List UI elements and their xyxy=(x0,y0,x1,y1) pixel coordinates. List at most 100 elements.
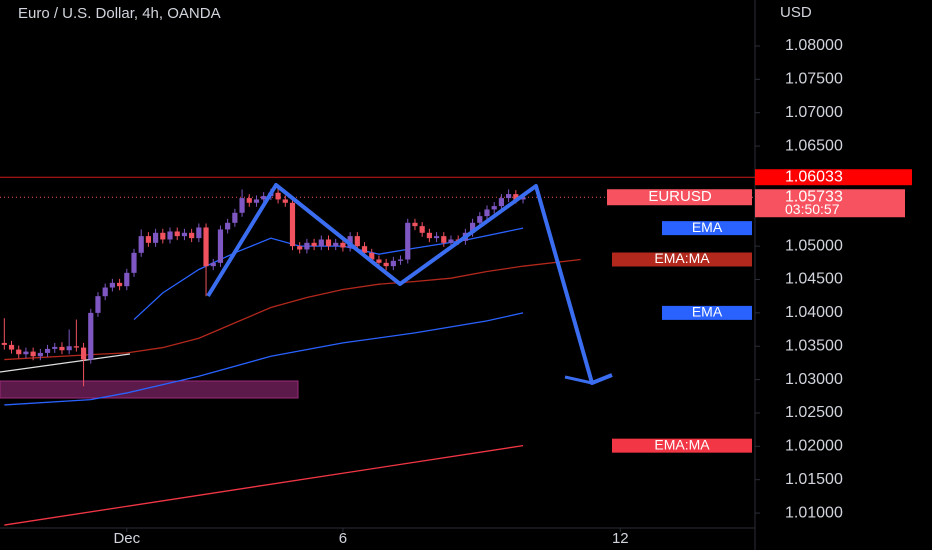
symbol-label-box xyxy=(607,189,752,206)
candle-body xyxy=(59,346,65,351)
level-label-box xyxy=(755,169,912,186)
candle-body xyxy=(160,232,166,240)
y-tick-label: 1.02500 xyxy=(785,404,843,421)
candle-body xyxy=(325,239,332,247)
trend-line xyxy=(0,353,131,373)
candle-body xyxy=(131,252,137,273)
indicator-label-box xyxy=(662,305,752,320)
candle-body xyxy=(16,349,22,355)
candle-body xyxy=(282,199,288,203)
x-tick-label: 12 xyxy=(612,530,629,547)
candle-body xyxy=(37,352,43,357)
candle-body xyxy=(153,232,159,243)
candle-body xyxy=(354,236,360,247)
last-price-label: 1.05733 xyxy=(785,188,843,205)
candle-body xyxy=(405,222,411,260)
candle-body xyxy=(116,282,123,287)
candle-body xyxy=(203,227,209,267)
indicator-line xyxy=(4,445,524,526)
candle-body xyxy=(8,344,15,350)
y-tick-label: 1.03000 xyxy=(785,371,843,388)
y-tick-label: 1.05000 xyxy=(785,237,843,254)
candle-body xyxy=(477,216,483,223)
indicator-label-box xyxy=(612,438,752,453)
indicator-label: EMA xyxy=(692,219,723,235)
candle-body xyxy=(66,346,72,351)
candle-body xyxy=(441,236,447,243)
candle-body xyxy=(181,232,188,237)
y-tick-label: 1.03500 xyxy=(785,337,843,354)
candle-body xyxy=(109,282,115,288)
candle-body xyxy=(174,231,180,237)
candle-body xyxy=(383,262,389,267)
candle-body xyxy=(145,236,152,243)
candle-body xyxy=(196,227,202,239)
candle-body xyxy=(52,346,58,349)
candle-body xyxy=(318,239,324,247)
candle-body xyxy=(246,198,252,203)
zone-rectangle xyxy=(0,380,299,399)
candle-body xyxy=(124,272,130,287)
candle-body xyxy=(376,259,382,263)
candle-body xyxy=(217,229,224,263)
candle-body xyxy=(102,287,108,297)
y-tick-label: 1.07500 xyxy=(785,71,843,88)
candle-body xyxy=(95,296,101,313)
candle-body xyxy=(498,198,505,207)
x-tick-label: Dec xyxy=(113,530,140,547)
candle-body xyxy=(275,192,281,200)
indicator-line xyxy=(4,312,524,406)
candle-body xyxy=(289,202,296,247)
candle-body xyxy=(23,351,29,355)
candle-body xyxy=(297,246,303,250)
y-tick-label: 1.06500 xyxy=(785,137,843,154)
pattern-arrowhead xyxy=(564,375,593,385)
pattern-drawing xyxy=(206,183,613,385)
candle-body xyxy=(397,259,404,261)
candle-body xyxy=(80,347,87,360)
candle-body xyxy=(340,242,346,248)
candle-body xyxy=(390,260,396,267)
candle-body xyxy=(239,198,245,213)
last-price-box xyxy=(755,189,905,218)
candle-body xyxy=(210,262,216,267)
candle-body xyxy=(232,212,238,223)
symbol-label: EURUSD xyxy=(648,188,712,205)
y-tick-label: 1.07000 xyxy=(785,104,843,121)
currency-label: USD xyxy=(780,4,812,21)
candle-body xyxy=(189,232,195,239)
x-tick-label: 6 xyxy=(339,530,347,547)
candle-body xyxy=(506,194,512,199)
candle-body xyxy=(333,242,339,247)
y-tick-label: 1.02000 xyxy=(785,438,843,455)
candle-body xyxy=(426,232,432,239)
candle-body xyxy=(369,252,375,260)
candle-body xyxy=(419,226,425,233)
candle-body xyxy=(304,242,310,250)
y-tick-label: 1.08000 xyxy=(785,37,843,54)
countdown-label: 03:50:57 xyxy=(785,201,840,217)
candle-body xyxy=(138,236,144,253)
candle-body xyxy=(520,197,526,200)
candle-body xyxy=(44,348,51,353)
indicator-line xyxy=(4,258,581,361)
candle-body xyxy=(484,209,490,217)
candle-body xyxy=(30,351,36,357)
chart-title: Euro / U.S. Dollar, 4h, OANDA xyxy=(18,5,221,22)
candle-body xyxy=(491,206,497,210)
candle-body xyxy=(361,246,368,253)
candle-body xyxy=(253,199,260,203)
y-tick-label: 1.04000 xyxy=(785,304,843,321)
candle-body xyxy=(469,222,476,233)
level-label: 1.06033 xyxy=(785,168,843,185)
indicator-label-box xyxy=(662,221,752,236)
candle-body xyxy=(448,239,454,243)
y-tick-label: 1.01500 xyxy=(785,471,843,488)
y-tick-label: 1.04500 xyxy=(785,271,843,288)
candle-body xyxy=(73,346,79,348)
candle-body xyxy=(88,312,94,360)
candle-body xyxy=(261,196,267,200)
candle-body xyxy=(1,342,7,345)
candle-body xyxy=(513,194,519,200)
